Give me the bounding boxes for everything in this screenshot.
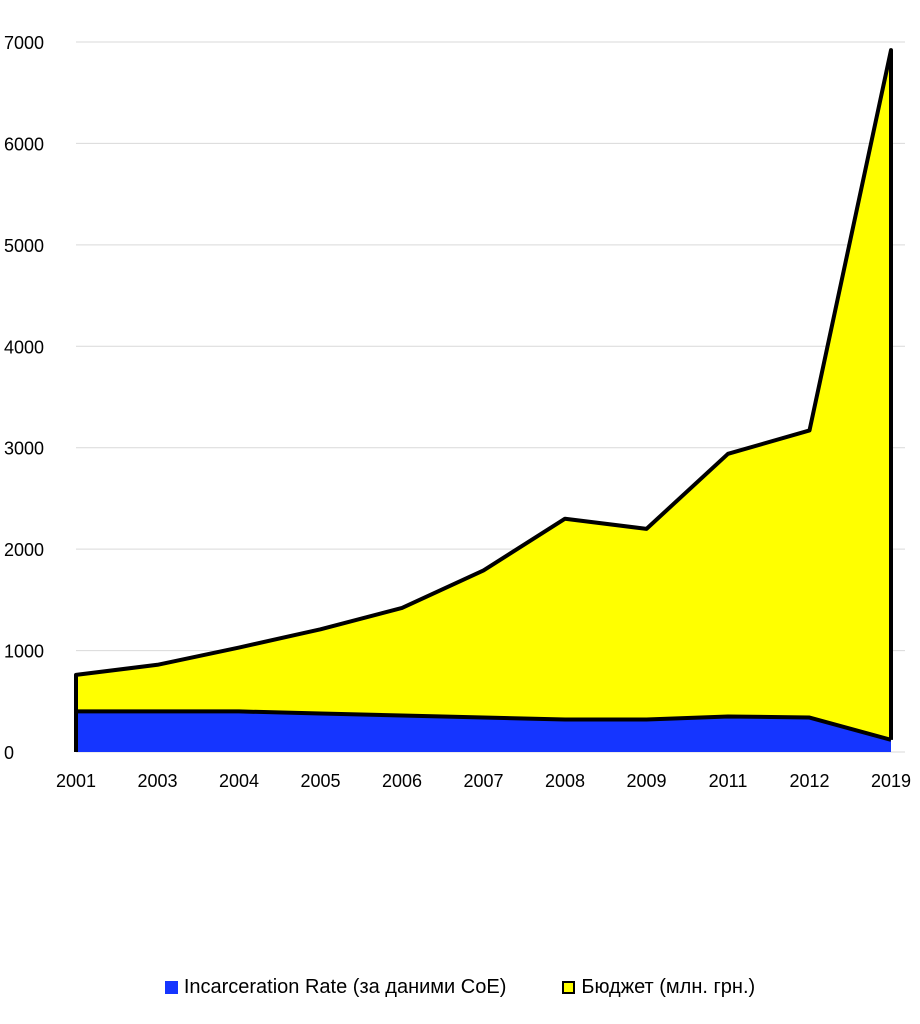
y-tick-label: 5000 bbox=[4, 236, 44, 256]
area-outline-0 bbox=[74, 709, 892, 752]
y-tick-label: 2000 bbox=[4, 540, 44, 560]
x-tick-label: 2004 bbox=[219, 771, 259, 791]
legend-label-incarceration: Incarceration Rate (за даними CoE) bbox=[183, 976, 507, 998]
legend-label-budget: Бюджет (млн. грн.) bbox=[581, 976, 756, 998]
x-tick-label: 2003 bbox=[137, 771, 177, 791]
y-tick-label: 6000 bbox=[4, 134, 44, 154]
x-tick-label: 2019 bbox=[871, 771, 911, 791]
legend-swatch-incarceration bbox=[164, 981, 178, 994]
area-series-1 bbox=[76, 50, 891, 740]
series-areas bbox=[74, 48, 893, 752]
y-tick-label: 0 bbox=[4, 743, 14, 763]
x-tick-label: 2009 bbox=[626, 771, 666, 791]
x-tick-label: 2005 bbox=[300, 771, 340, 791]
x-tick-label: 2008 bbox=[545, 771, 585, 791]
y-tick-label: 3000 bbox=[4, 439, 44, 459]
legend: Incarceration Rate (за даними CoE) Бюдже… bbox=[0, 976, 920, 999]
y-axis-ticks: 0 1000 2000 3000 4000 5000 6000 7000 bbox=[4, 33, 44, 763]
x-tick-label: 2012 bbox=[789, 771, 829, 791]
x-tick-label: 2006 bbox=[382, 771, 422, 791]
x-tick-label: 2001 bbox=[56, 771, 96, 791]
grid-lines bbox=[76, 41, 905, 753]
y-tick-label: 1000 bbox=[4, 642, 44, 662]
x-tick-label: 2007 bbox=[463, 771, 503, 791]
x-tick-label: 2011 bbox=[709, 771, 748, 791]
area-outline-1 bbox=[74, 48, 893, 740]
legend-swatch-budget bbox=[562, 981, 576, 994]
area-series-0 bbox=[76, 711, 891, 752]
y-tick-label: 7000 bbox=[4, 33, 44, 53]
legend-item-budget: Бюджет (млн. грн.) bbox=[562, 976, 755, 999]
x-axis-ticks: 2001 2003 2004 2005 2006 2007 2008 2009 2011 2012… bbox=[56, 771, 911, 791]
legend-item-incarceration: Incarceration Rate (за даними CoE) bbox=[164, 976, 507, 999]
y-tick-label: 4000 bbox=[4, 337, 44, 357]
